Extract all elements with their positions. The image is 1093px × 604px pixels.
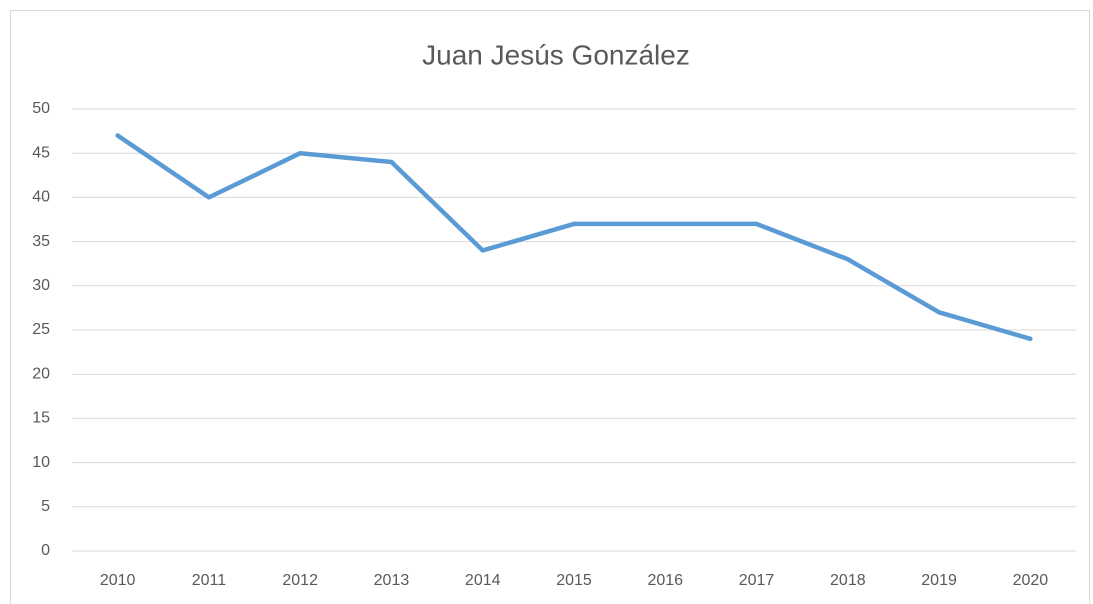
x-tick-label: 2011 (192, 572, 227, 589)
x-tick-label: 2015 (556, 572, 592, 589)
x-tick-label: 2016 (647, 572, 683, 589)
y-tick-label: 15 (32, 410, 50, 427)
x-tick-label: 2018 (830, 572, 866, 589)
x-tick-label: 2014 (465, 572, 501, 589)
y-tick-label: 50 (32, 100, 50, 117)
y-tick-label: 20 (32, 365, 50, 382)
y-tick-label: 40 (32, 189, 50, 206)
x-tick-label: 2019 (921, 572, 957, 589)
y-tick-label: 30 (32, 277, 50, 294)
y-tick-label: 5 (41, 498, 50, 515)
x-tick-label: 2012 (282, 572, 318, 589)
y-tick-label: 10 (32, 454, 50, 471)
chart-title: Juan Jesús González (422, 39, 690, 70)
data-line (115, 133, 1033, 342)
y-tick-label: 45 (32, 144, 50, 161)
x-tick-label: 2010 (100, 572, 136, 589)
x-tick-label: 2020 (1013, 572, 1049, 589)
y-tick-label: 25 (32, 321, 50, 338)
x-tick-label: 2017 (739, 572, 775, 589)
y-tick-label: 0 (41, 542, 50, 559)
y-tick-label: 35 (32, 233, 50, 250)
x-tick-label: 2013 (374, 572, 410, 589)
